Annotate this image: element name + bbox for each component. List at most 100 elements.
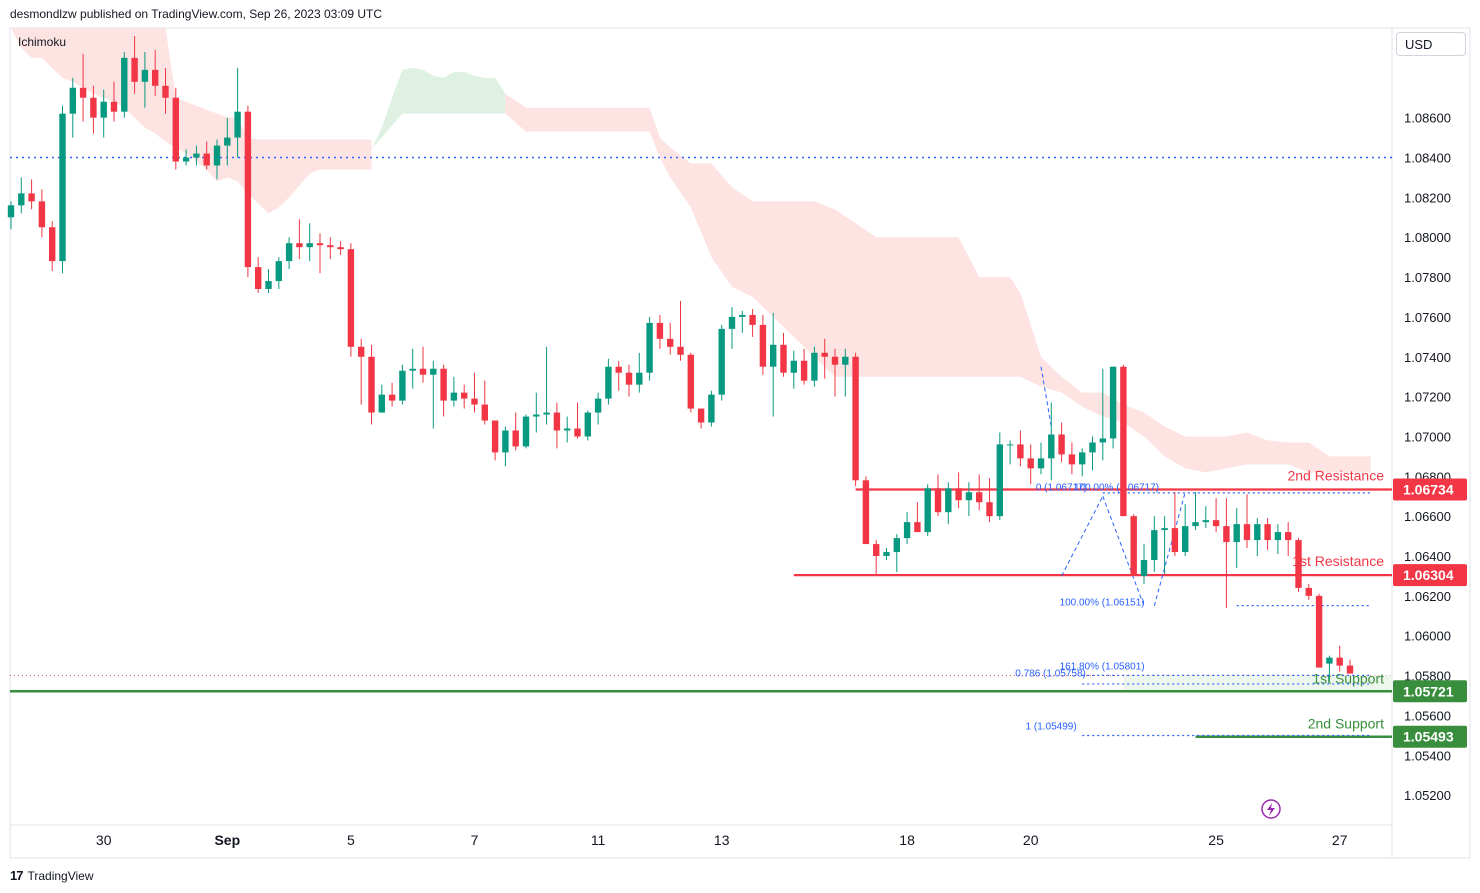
candle-body	[316, 243, 324, 246]
candle	[193, 145, 200, 166]
candle	[522, 414, 530, 449]
candle-body	[584, 412, 591, 437]
candle	[677, 300, 684, 361]
candle	[883, 548, 890, 560]
candle-body	[121, 57, 128, 112]
y-tick-label: 1.06600	[1404, 509, 1451, 524]
candle-body	[244, 111, 252, 268]
candle	[564, 416, 571, 443]
candlesticks	[7, 35, 1354, 682]
candle	[842, 348, 849, 397]
candle	[1264, 518, 1271, 551]
tradingview-brand-text: TradingView	[27, 868, 94, 883]
candle-body	[18, 193, 25, 206]
y-tick-label: 1.08000	[1404, 230, 1451, 245]
candle	[1346, 659, 1354, 674]
candle-body	[79, 87, 87, 98]
candle	[976, 474, 983, 511]
candle	[1068, 442, 1076, 475]
candle-body	[1027, 458, 1034, 469]
candle-body	[883, 552, 890, 557]
candle	[1089, 436, 1096, 471]
candle-body	[358, 346, 365, 357]
indicator-label[interactable]: Ichimoku	[18, 35, 66, 49]
candle	[234, 67, 241, 158]
tradingview-logo[interactable]: 17 TradingView	[10, 868, 94, 883]
candle	[656, 314, 664, 349]
candle-body	[38, 201, 46, 228]
candle-body	[162, 85, 169, 98]
candle-body	[461, 392, 468, 399]
candle	[831, 348, 839, 397]
candle-body	[770, 344, 777, 367]
candle-body	[131, 57, 138, 82]
candle-body	[1161, 528, 1168, 531]
candle-body	[553, 412, 561, 431]
y-tick-label: 1.08600	[1404, 111, 1451, 126]
candle	[1233, 508, 1240, 568]
support-price-badge-2-bg	[1393, 725, 1467, 748]
candle-body	[625, 372, 633, 385]
candle	[873, 540, 880, 574]
x-tick-label: 30	[96, 832, 112, 848]
candle-body	[1295, 540, 1302, 588]
y-tick-label: 1.05600	[1404, 708, 1451, 723]
candle-body	[687, 354, 694, 409]
candle	[69, 77, 76, 138]
candle	[1285, 522, 1292, 557]
candle	[491, 420, 499, 461]
candle-body	[1274, 532, 1282, 541]
candle-body	[636, 372, 643, 385]
fib-connector-2	[1102, 496, 1145, 607]
x-tick-label: 27	[1332, 832, 1348, 848]
candle-body	[543, 412, 550, 415]
resistance-price-badge-1: 1.06734	[1393, 478, 1467, 501]
candle-body	[502, 430, 509, 453]
candle-body	[1182, 526, 1189, 553]
candle-body	[1223, 526, 1230, 543]
candle-body	[615, 366, 622, 373]
candle	[1254, 518, 1261, 557]
candle	[244, 105, 252, 278]
candle	[625, 364, 633, 397]
candle	[955, 472, 962, 509]
candle-body	[59, 113, 66, 262]
candle	[574, 402, 581, 439]
candle-body	[677, 346, 684, 355]
candle	[1336, 645, 1343, 672]
support-price-badge-1-bg	[1393, 680, 1467, 703]
candle-body	[955, 488, 962, 501]
candle-body	[234, 111, 241, 138]
lightning-icon[interactable]	[1261, 799, 1281, 819]
y-tick-label: 1.06400	[1404, 549, 1451, 564]
candle-body	[203, 153, 210, 166]
candle-body	[800, 360, 808, 381]
candle-body	[862, 480, 870, 545]
candle	[121, 51, 128, 118]
candle	[38, 189, 46, 238]
chart-frame	[9, 27, 1471, 859]
y-tick-label: 1.07600	[1404, 310, 1451, 325]
candle-body	[69, 87, 76, 114]
resistance-price-badge-1-bg	[1393, 478, 1467, 501]
y-tick-label: 1.07800	[1404, 270, 1451, 285]
candle-body	[1120, 366, 1127, 517]
support-price-badge-1-text: 1.05721	[1403, 683, 1454, 699]
candle-body	[1254, 524, 1261, 541]
candle-body	[842, 356, 849, 365]
candle-body	[172, 97, 179, 162]
candle-body	[594, 398, 602, 413]
candle	[965, 482, 973, 517]
candle-body	[780, 344, 787, 373]
candle	[1017, 430, 1024, 467]
candle	[924, 484, 931, 537]
currency-button[interactable]: USD	[1396, 32, 1466, 56]
candle	[440, 364, 447, 417]
candle	[1130, 514, 1137, 576]
candle	[1212, 498, 1220, 533]
candle-body	[7, 205, 15, 218]
candle-body	[440, 368, 447, 401]
candle	[1171, 492, 1179, 557]
candle	[1202, 506, 1209, 529]
